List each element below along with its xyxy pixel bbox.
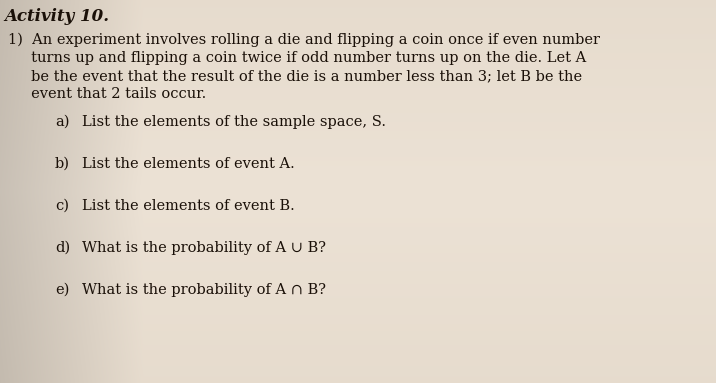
Text: turns up and flipping a coin twice if odd number turns up on the die. Let A: turns up and flipping a coin twice if od… [8,51,586,65]
Text: be the event that the result of the die is a number less than 3; let B be the: be the event that the result of the die … [8,69,582,83]
Text: c): c) [55,199,69,213]
Text: List the elements of the sample space, S.: List the elements of the sample space, S… [82,115,386,129]
Text: What is the probability of A ∩ B?: What is the probability of A ∩ B? [82,283,326,297]
Text: event that 2 tails occur.: event that 2 tails occur. [8,87,206,101]
Text: 1)  An experiment involves rolling a die and flipping a coin once if even number: 1) An experiment involves rolling a die … [8,33,600,47]
Text: b): b) [55,157,70,171]
Text: Activity 10.: Activity 10. [4,8,109,25]
Text: e): e) [55,283,69,297]
Text: a): a) [55,115,69,129]
Text: List the elements of event A.: List the elements of event A. [82,157,295,171]
Text: d): d) [55,241,70,255]
Text: What is the probability of A ∪ B?: What is the probability of A ∪ B? [82,241,326,255]
Text: List the elements of event B.: List the elements of event B. [82,199,295,213]
